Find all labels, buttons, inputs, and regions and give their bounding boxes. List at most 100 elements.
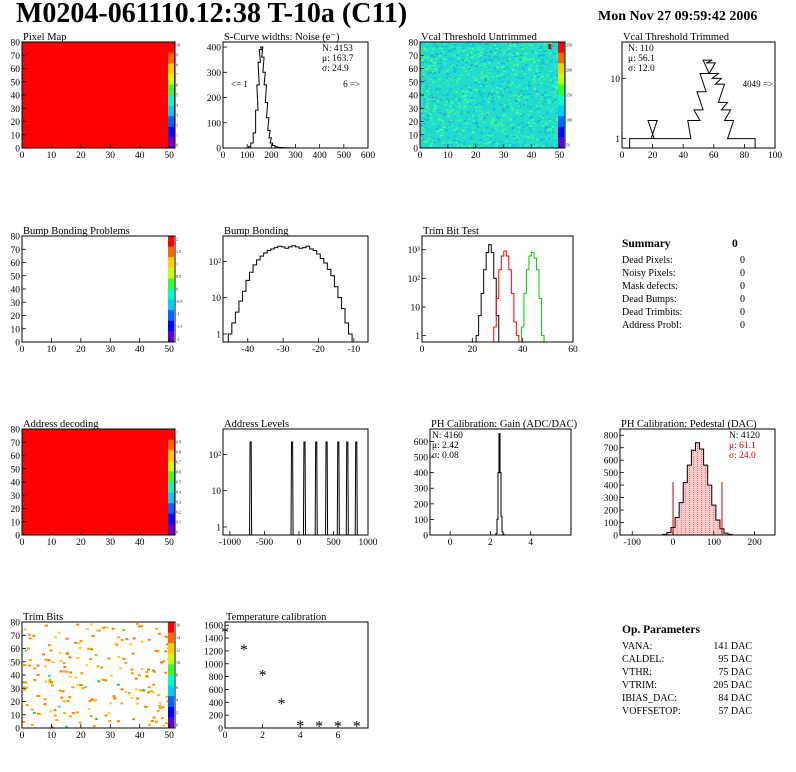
heatmap-cell — [549, 128, 553, 130]
heatmap-cell — [68, 696, 72, 699]
x-tick-label: 100 — [240, 151, 255, 161]
heatmap-cell — [140, 625, 144, 628]
heatmap-cell — [539, 139, 542, 141]
heatmap-cell — [504, 143, 508, 145]
heatmap-cell — [527, 67, 531, 69]
heatmap-cell — [545, 137, 548, 140]
heatmap-cell — [471, 61, 474, 64]
heatmap-cell — [554, 128, 557, 131]
heatmap-cell — [516, 43, 519, 45]
heatmap-cell — [506, 143, 510, 145]
heatmap-cell — [512, 46, 516, 49]
heatmap-cell — [529, 124, 533, 127]
x-tick-label: -30 — [277, 345, 290, 355]
heatmap-cell — [460, 45, 464, 47]
heatmap-cell — [518, 84, 521, 86]
palette-band — [168, 52, 174, 64]
heatmap-cell — [47, 659, 51, 662]
heatmap-cell — [528, 68, 532, 70]
heatmap-cell — [553, 53, 556, 55]
heatmap-cell — [530, 116, 534, 118]
heatmap-cell — [537, 47, 540, 49]
heatmap-cell — [450, 100, 453, 102]
heatmap-cell — [511, 42, 514, 44]
y-tick-label: 10 — [212, 487, 222, 497]
heatmap-cell — [483, 72, 486, 74]
heatmap-cell — [442, 82, 446, 85]
x-tick-label: 0 — [620, 151, 625, 161]
heatmap-cell — [502, 76, 506, 78]
heatmap-cell — [532, 110, 535, 112]
heatmap-cell — [516, 144, 520, 147]
heatmap-cell — [90, 699, 94, 702]
heatmap-cell — [538, 78, 541, 81]
heatmap-cell — [544, 94, 548, 96]
heatmap-cell — [94, 653, 98, 656]
heatmap-cell — [540, 100, 544, 102]
x-tick-label: 30 — [106, 345, 116, 355]
palette-tick-label: 7 — [176, 73, 178, 78]
heatmap-cell — [519, 95, 522, 98]
heatmap-cell — [513, 52, 516, 55]
heatmap-cell — [466, 137, 469, 139]
heatmap-cell — [430, 119, 434, 122]
heatmap-cell — [469, 89, 473, 92]
heatmap-cell — [490, 120, 494, 123]
x-tick-label: -1000 — [219, 538, 241, 548]
heatmap-cell — [44, 680, 48, 683]
histogram-series — [475, 244, 500, 342]
heatmap-cell — [548, 120, 552, 122]
heatmap-cell — [532, 78, 536, 81]
heatmap-cell — [58, 651, 62, 654]
heatmap-cell — [496, 52, 499, 55]
heatmap-cell — [516, 115, 520, 118]
heatmap-cell — [446, 136, 450, 139]
heatmap-cell — [491, 142, 494, 145]
heatmap-cell — [509, 68, 512, 71]
heatmap-cell — [486, 135, 489, 137]
histogram-peak — [354, 441, 358, 536]
heatmap-cell — [507, 74, 510, 77]
heatmap-cell — [510, 135, 514, 137]
heatmap-cell — [523, 56, 527, 59]
heatmap-cell — [472, 76, 476, 79]
heatmap-cell — [511, 70, 515, 73]
heatmap-cell — [547, 137, 551, 139]
heatmap-cell — [137, 674, 141, 677]
heatmap-cell — [510, 61, 514, 64]
heatmap-cell — [439, 99, 443, 101]
y-tick-label: 20 — [11, 118, 21, 128]
heatmap-cell — [164, 650, 168, 653]
heatmap-cell — [543, 43, 547, 45]
heatmap-cell — [501, 66, 505, 68]
heatmap-cell — [522, 93, 526, 96]
heatmap-cell — [435, 53, 438, 55]
heatmap-cell — [539, 68, 542, 70]
heatmap-cell — [466, 60, 470, 62]
chart-title: Address decoding — [23, 419, 99, 430]
heatmap-cell — [466, 101, 469, 103]
heatmap-cell — [494, 67, 497, 70]
heatmap-cell — [476, 113, 479, 116]
y-tick-label: 40 — [409, 92, 419, 102]
heatmap-cell — [542, 142, 546, 144]
y-tick-label: 200 — [414, 500, 429, 510]
heatmap-cell — [71, 686, 75, 689]
y-tick-label: 1 — [415, 332, 420, 342]
heatmap-cell — [490, 144, 494, 147]
heatmap-cell — [464, 132, 467, 135]
palette-tick-label: 10 — [176, 43, 180, 48]
heatmap-cell — [535, 93, 539, 96]
heatmap-cell — [508, 50, 511, 53]
heatmap-cell — [421, 86, 425, 88]
x-tick-label: 0 — [20, 538, 25, 548]
heatmap-cell — [440, 66, 443, 68]
heatmap-cell — [514, 57, 518, 59]
heatmap-cell — [474, 117, 477, 119]
heatmap-cell — [427, 99, 431, 102]
heatmap-cell — [88, 700, 92, 703]
heatmap-cell — [454, 98, 458, 100]
heatmap-cell — [458, 106, 461, 108]
palette-tick-label: 0.1 — [176, 520, 181, 525]
heatmap-cell — [442, 114, 445, 116]
